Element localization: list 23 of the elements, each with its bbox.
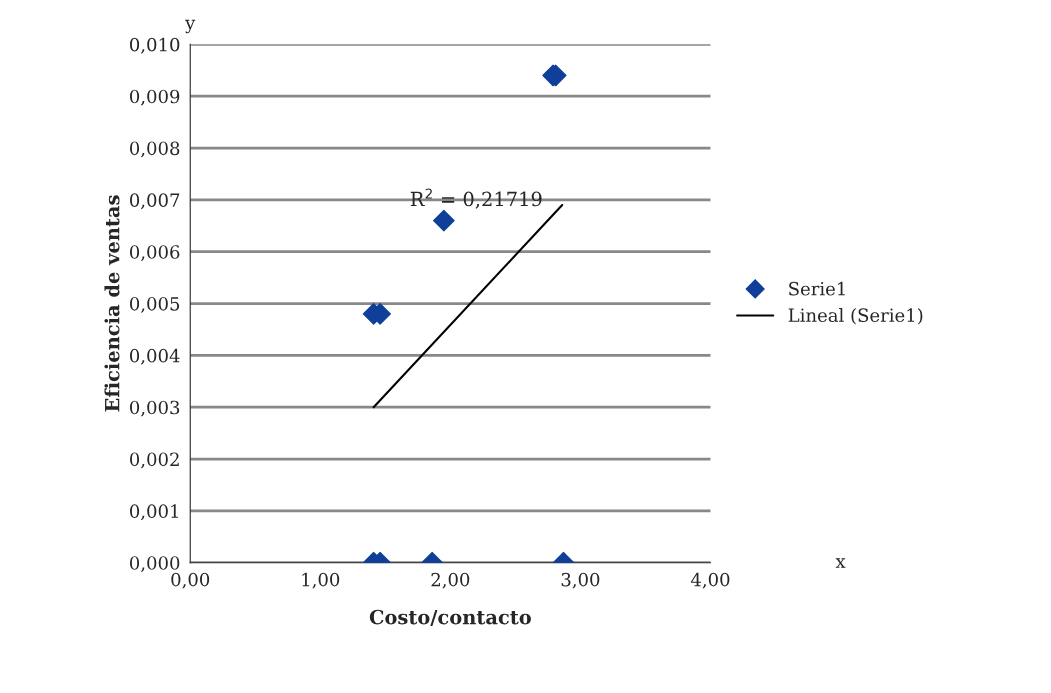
y-axis-title: Eficiencia de ventas xyxy=(104,195,120,412)
x-tick-label: 0,00 xyxy=(171,572,210,589)
y-tick-label: 0,006 xyxy=(130,245,180,262)
text: y xyxy=(185,19,196,34)
annotation: R$^{2}$ = 0,21719 xyxy=(410,188,542,209)
legend-label: Lineal (Serie1) xyxy=(788,308,923,325)
y-tick-label: 0,008 xyxy=(130,141,180,158)
x-tick-label: 1,00 xyxy=(302,572,340,589)
y-tick-label: 0,000 xyxy=(130,556,180,573)
x-tick-label: 3,00 xyxy=(561,572,600,589)
y-tick-label: 0,002 xyxy=(130,452,179,469)
y-tick-label: 0,005 xyxy=(130,296,180,313)
y-tick-label: 0,010 xyxy=(130,37,180,54)
x-tick-label: 2,00 xyxy=(431,572,470,589)
legend-label: Serie1 xyxy=(789,281,845,296)
x-axis-title: Costo/contacto xyxy=(369,609,531,626)
y-tick-label: 0,003 xyxy=(130,400,180,417)
y-tick-label: 0,009 xyxy=(130,89,180,106)
x-tick-label: 4,00 xyxy=(690,572,730,589)
text: x xyxy=(835,558,846,568)
y-tick-label: 0,001 xyxy=(130,504,178,521)
y-tick-label: 0,004 xyxy=(130,348,180,365)
y-tick-label: 0,007 xyxy=(130,193,180,210)
